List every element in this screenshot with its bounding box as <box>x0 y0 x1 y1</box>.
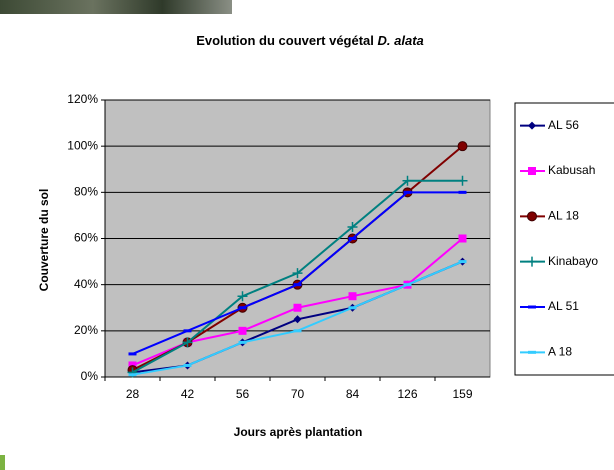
title-italic: D. alata <box>378 33 424 48</box>
x-tick-label: 126 <box>397 387 417 401</box>
chart-title: Evolution du couvert végétal D. alata <box>196 33 424 48</box>
legend-label: A 18 <box>548 345 572 359</box>
chart: Evolution du couvert végétal D. alata Jo… <box>0 0 614 470</box>
photo-strip <box>0 0 232 14</box>
marker <box>239 327 247 335</box>
legend-box <box>515 103 614 375</box>
x-tick-label: 42 <box>181 387 195 401</box>
marker <box>294 304 302 312</box>
legend-label: Kabusah <box>548 163 595 177</box>
x-tick-label: 28 <box>126 387 140 401</box>
y-tick-label: 120% <box>67 92 98 106</box>
y-tick-label: 100% <box>67 138 98 152</box>
legend-label: AL 18 <box>548 209 579 223</box>
x-tick-label: 70 <box>291 387 305 401</box>
y-tick-label: 80% <box>74 185 98 199</box>
marker <box>459 235 467 243</box>
x-axis-title: Jours après plantation <box>234 425 363 439</box>
title-text: Evolution du couvert végétal <box>196 33 374 48</box>
legend-label: AL 51 <box>548 299 579 313</box>
y-tick-label: 20% <box>74 323 98 337</box>
x-tick-label: 84 <box>346 387 360 401</box>
x-tick-label: 56 <box>236 387 250 401</box>
marker <box>458 142 467 151</box>
y-tick-label: 40% <box>74 277 98 291</box>
side-strip <box>0 455 5 470</box>
y-tick-label: 0% <box>81 369 99 383</box>
y-tick-label: 60% <box>74 231 98 245</box>
x-tick-label: 159 <box>452 387 472 401</box>
marker <box>349 292 357 300</box>
marker <box>528 212 537 221</box>
y-axis-title: Couverture du sol <box>37 189 51 292</box>
marker <box>528 167 536 175</box>
legend-label: Kinabayo <box>548 254 598 268</box>
legend-label: AL 56 <box>548 118 579 132</box>
